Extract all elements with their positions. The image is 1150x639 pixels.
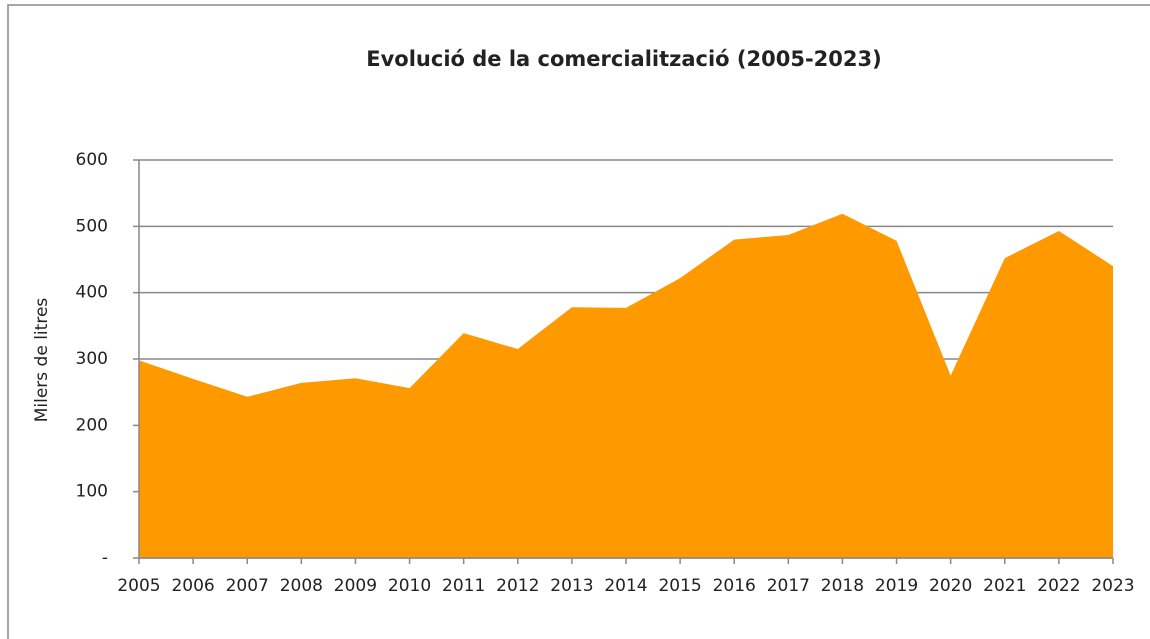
x-tick-label: 2013 xyxy=(550,576,593,596)
x-tick-label: 2007 xyxy=(226,576,269,596)
x-tick-label: 2023 xyxy=(1091,576,1134,596)
x-tick-label: 2020 xyxy=(929,576,972,596)
x-tick-label: 2018 xyxy=(821,576,864,596)
y-axis-label: Milers de litres xyxy=(32,298,52,423)
x-tick-label: 2022 xyxy=(1037,576,1080,596)
y-tick-label: - xyxy=(102,548,108,568)
y-tick-label: 600 xyxy=(76,150,108,170)
x-tick-label: 2016 xyxy=(713,576,756,596)
x-tick-label: 2010 xyxy=(388,576,431,596)
frame xyxy=(7,4,1150,639)
x-tick-label: 2011 xyxy=(442,576,485,596)
x-tick-label: 2019 xyxy=(875,576,918,596)
y-tick-label: 500 xyxy=(76,216,108,236)
x-tick-label: 2015 xyxy=(658,576,701,596)
y-tick-label: 100 xyxy=(76,482,108,502)
x-tick-label: 2005 xyxy=(117,576,160,596)
area xyxy=(139,213,1113,559)
x-tick-label: 2014 xyxy=(604,576,647,596)
chart-title: Evolució de la comercialització (2005-20… xyxy=(366,47,881,71)
x-tick-label: 2009 xyxy=(334,576,377,596)
x-tick-label: 2017 xyxy=(767,576,810,596)
x-tick-label: 2008 xyxy=(280,576,323,596)
x-tick-label: 2021 xyxy=(983,576,1026,596)
y-tick-label: 400 xyxy=(76,283,108,303)
x-tick-label: 2006 xyxy=(171,576,214,596)
y-tick-label: 300 xyxy=(76,349,108,369)
x-tick-label: 2012 xyxy=(496,576,539,596)
y-tick-label: 200 xyxy=(76,415,108,435)
